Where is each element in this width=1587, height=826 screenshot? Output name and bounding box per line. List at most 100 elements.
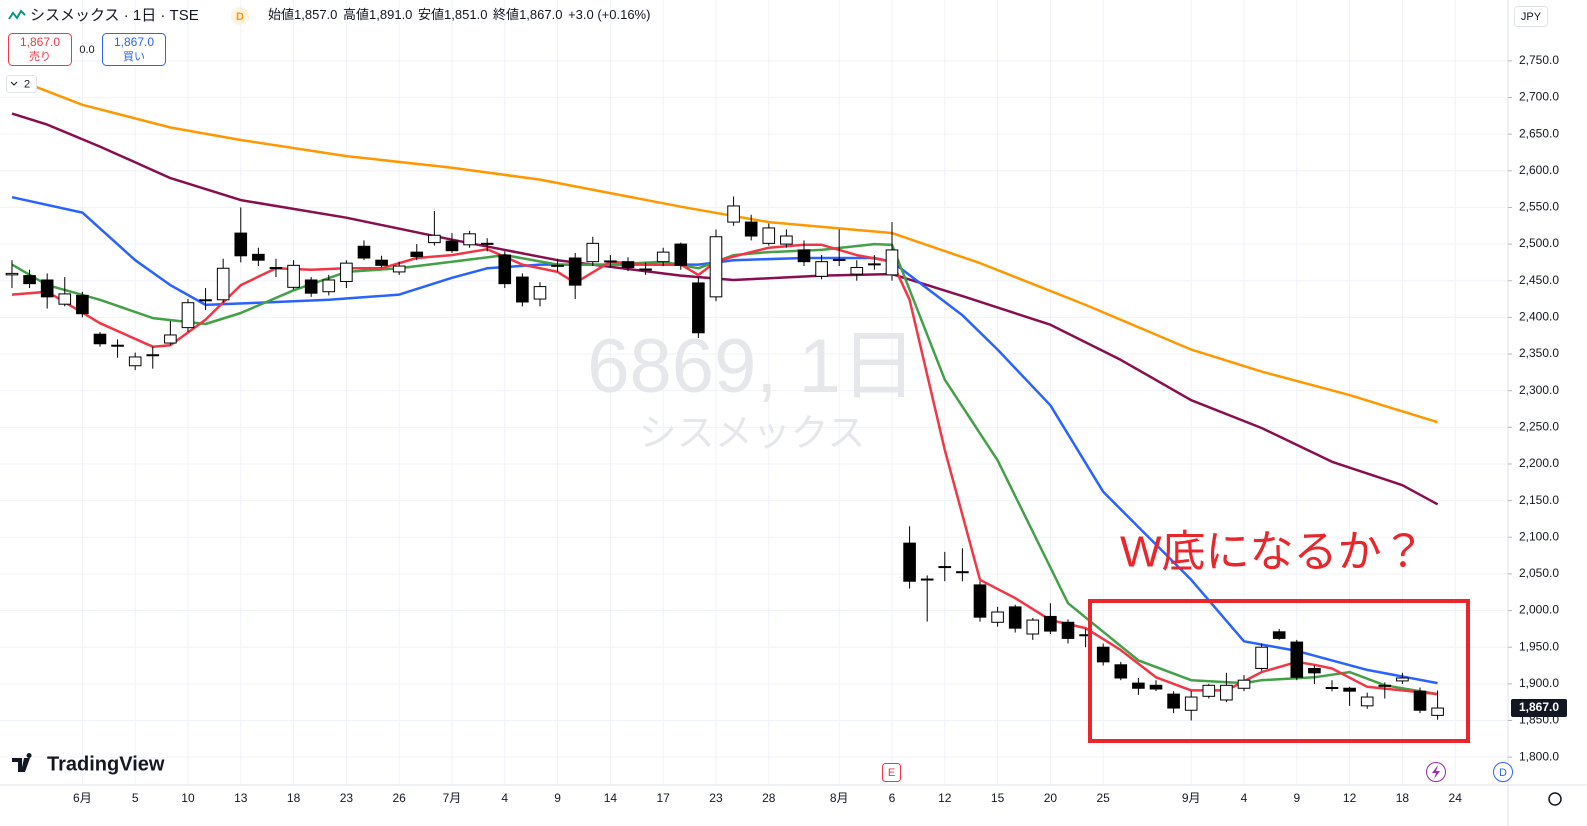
candle-body — [604, 260, 617, 263]
axes: 1,800.01,850.01,900.01,950.02,000.02,050… — [73, 53, 1567, 805]
y-tick-label: 2,250.0 — [1519, 419, 1559, 433]
x-tick-label: 12 — [938, 791, 952, 805]
candle-body — [868, 263, 881, 266]
ohlc-value: 1,867.0 — [519, 7, 562, 22]
y-tick-label: 2,200.0 — [1519, 456, 1559, 470]
x-tick-label: 23 — [340, 791, 354, 805]
y-tick-label: 2,500.0 — [1519, 236, 1559, 250]
candle-body — [111, 344, 124, 347]
candle-body — [5, 272, 19, 276]
y-tick-label: 1,900.0 — [1519, 676, 1559, 690]
annotation-box — [1088, 599, 1470, 743]
candle-body — [252, 253, 265, 261]
candle-body — [199, 299, 212, 302]
symbol-icon — [8, 9, 26, 20]
candle-body — [1431, 707, 1444, 716]
candle-body — [1184, 696, 1198, 711]
candle-body — [1308, 667, 1321, 674]
candle-body — [1202, 684, 1216, 697]
ohlc: 始値1,857.0 高値1,891.0 安値1,851.0 終値1,867.0 … — [268, 7, 650, 22]
ohlc-label: 安値 — [418, 7, 444, 22]
candle-body — [58, 293, 72, 305]
candle-body — [410, 251, 424, 258]
y-tick-label: 2,450.0 — [1519, 273, 1559, 287]
sell-button[interactable] — [8, 33, 72, 66]
candle-body — [357, 245, 371, 259]
candle-body — [709, 236, 723, 298]
buy-label: 買い — [123, 50, 145, 63]
candle-body — [832, 258, 846, 261]
candle-body — [304, 279, 318, 294]
x-tick-label: 17 — [657, 791, 671, 805]
x-tick-label: 7月 — [443, 791, 462, 805]
candle-body — [322, 279, 336, 293]
candle-body — [762, 227, 776, 244]
plot — [5, 76, 1444, 721]
x-tick-label: 23 — [709, 791, 723, 805]
x-tick-label: 10 — [181, 791, 195, 805]
x-tick-label: 6月 — [73, 791, 92, 805]
candle-body — [287, 264, 300, 288]
buy-price: 1,867.0 — [114, 35, 154, 49]
x-tick-label: 18 — [287, 791, 301, 805]
chevron — [10, 81, 18, 86]
candle-body — [128, 356, 142, 367]
candle-body — [920, 578, 934, 581]
y-tick-label: 1,800.0 — [1519, 749, 1559, 763]
candle-body — [40, 279, 54, 298]
candle-body — [1237, 679, 1251, 689]
y-tick-label: 1,950.0 — [1519, 639, 1559, 653]
candle-body — [1360, 696, 1374, 707]
candle-body — [146, 354, 160, 357]
currency-box[interactable] — [1514, 6, 1548, 27]
watermark-symbol: 6869, 1日 — [587, 324, 917, 409]
symbol[interactable]: シスメックス · 1日 · TSE — [30, 7, 199, 24]
ohlc-label: 始値 — [268, 7, 294, 22]
candle-body — [340, 262, 353, 282]
candle-body — [181, 302, 195, 329]
candle-body — [23, 275, 36, 285]
candle-body — [692, 282, 705, 334]
earnings-marker[interactable] — [882, 763, 901, 782]
x-tick-label: 24 — [1449, 791, 1463, 805]
x-tick-label: 4 — [501, 791, 508, 805]
candle-body — [463, 233, 476, 246]
y-tick-label: 2,300.0 — [1519, 383, 1559, 397]
candle-body — [216, 267, 230, 301]
y-tick-label: 2,150.0 — [1519, 493, 1559, 507]
ohlc-label: 終値 — [493, 7, 519, 22]
ohlc-value: 1,857.0 — [294, 7, 337, 22]
sell-label: 売り — [29, 50, 51, 63]
y-tick-label: 2,600.0 — [1519, 163, 1559, 177]
candle-body — [551, 264, 564, 267]
candle-body — [973, 584, 987, 618]
candle-body — [1149, 684, 1163, 690]
sell-price: 1,867.0 — [20, 35, 60, 49]
x-tick-label: 14 — [604, 791, 618, 805]
x-tick-label: 6 — [889, 791, 896, 805]
candle-body — [586, 242, 600, 263]
spread: 0.0 — [79, 44, 94, 56]
ohlc-label: 高値 — [343, 7, 369, 22]
candle-body — [727, 205, 740, 223]
y-tick-label: 2,750.0 — [1519, 53, 1559, 67]
candle-body — [938, 566, 952, 569]
candle-body — [1290, 641, 1304, 678]
candle-body — [1167, 693, 1180, 709]
settings-icon[interactable] — [1548, 792, 1562, 806]
buy-button[interactable] — [102, 33, 166, 66]
currency: JPY — [1521, 11, 1542, 23]
x-tick-label: 4 — [1241, 791, 1248, 805]
candle-body — [1008, 606, 1022, 629]
candle-body — [76, 294, 89, 315]
candle-body — [1396, 677, 1409, 682]
indicator-toggle[interactable] — [6, 75, 37, 93]
badge-bg — [231, 7, 249, 25]
candle-body — [498, 254, 512, 285]
dividend-marker[interactable] — [1493, 762, 1513, 782]
candle-body — [1044, 615, 1057, 632]
badge[interactable]: D — [236, 11, 244, 23]
x-tick-label: 5 — [132, 791, 139, 805]
candle-body — [621, 261, 635, 269]
candle-body — [1061, 621, 1075, 639]
